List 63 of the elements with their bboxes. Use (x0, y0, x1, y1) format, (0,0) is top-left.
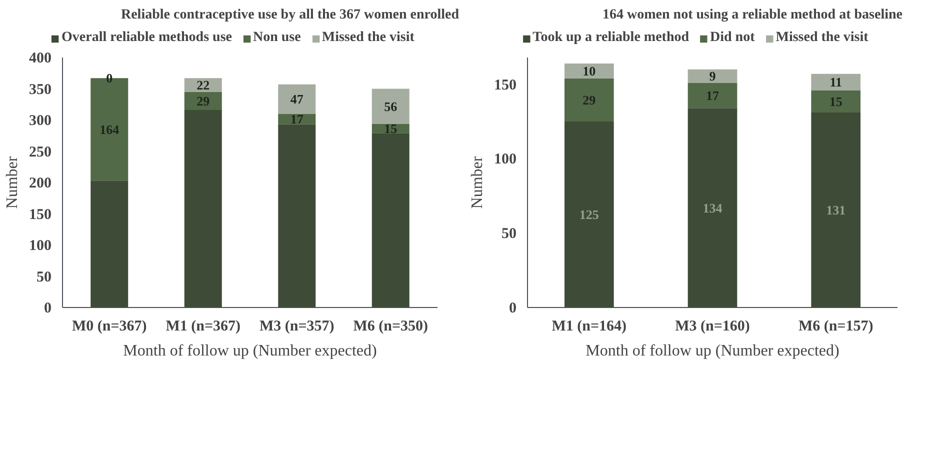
bar (90, 180, 128, 308)
data-label: 9 (709, 68, 716, 84)
bar (184, 110, 222, 308)
x-tick-label: M6 (n=157) (798, 318, 874, 334)
legend-label: Missed the visit (776, 30, 868, 46)
legend-label: Missed the visit (322, 30, 414, 46)
data-label: 164 (100, 122, 120, 137)
x-tick-label: M3 (n=357) (259, 318, 334, 334)
bar (372, 88, 410, 124)
legend-label: Non use (253, 30, 301, 46)
data-label: 29 (196, 93, 210, 108)
y-tick-label: 200 (29, 176, 52, 192)
chart-title: 164 women not using a reliable method at baseline (602, 8, 902, 22)
bar (688, 82, 738, 108)
data-label: 11 (830, 74, 842, 90)
y-tick-label: 100 (494, 152, 516, 168)
bar (811, 90, 860, 113)
bar (372, 133, 410, 308)
data-label: 15 (384, 120, 398, 136)
bar (278, 84, 316, 114)
bar (811, 74, 860, 90)
x-tick-label: M1 (n=367) (166, 318, 241, 334)
y-tick-label: 250 (29, 144, 52, 160)
bar (811, 112, 860, 308)
data-label: 131 (826, 202, 846, 218)
y-tick-label: 0 (44, 300, 52, 316)
bar (564, 121, 614, 308)
y-tick-label: 100 (29, 238, 52, 254)
legend-label: Overall reliable methods use (62, 30, 232, 46)
data-label: 47 (290, 92, 304, 107)
data-label: 22 (196, 78, 210, 92)
data-label: 10 (582, 63, 596, 78)
bar (564, 63, 614, 78)
bar (688, 108, 738, 308)
data-label: 17 (290, 112, 304, 127)
x-tick-label: M1 (n=164) (552, 318, 627, 334)
legend-label: Did not (710, 30, 755, 46)
y-tick-label: 0 (509, 300, 516, 316)
y-tick-label: 350 (29, 82, 52, 98)
x-tick-label: M0 (n=367) (72, 318, 147, 334)
data-label: 29 (582, 92, 596, 108)
y-tick-label: 300 (29, 113, 52, 129)
data-label: 56 (384, 98, 398, 114)
x-axis-title: Month of follow up (Number expected) (123, 342, 377, 360)
data-label: 125 (579, 206, 600, 222)
y-tick-label: 50 (502, 226, 516, 242)
y-tick-label: 150 (494, 77, 516, 94)
y-axis-title: Number (4, 156, 21, 209)
x-tick-label: M3 (n=160) (675, 318, 750, 334)
y-tick-label: 50 (36, 269, 52, 286)
y-axis-title: Number (469, 156, 486, 209)
x-axis-title: Month of follow up (Number expected) (586, 342, 840, 360)
data-label: 134 (702, 200, 723, 216)
x-tick-label: M6 (n=350) (353, 318, 428, 334)
chart-title: Reliable contraceptive use by all the 367 women enrolled (120, 8, 460, 22)
legend-label: Took up a reliable method (532, 30, 690, 46)
data-label: 17 (706, 88, 720, 103)
bar (278, 124, 316, 308)
y-tick-label: 150 (29, 206, 52, 223)
data-label: 15 (829, 94, 843, 109)
bar (564, 78, 614, 122)
bar (688, 69, 738, 83)
y-tick-label: 400 (29, 50, 52, 66)
